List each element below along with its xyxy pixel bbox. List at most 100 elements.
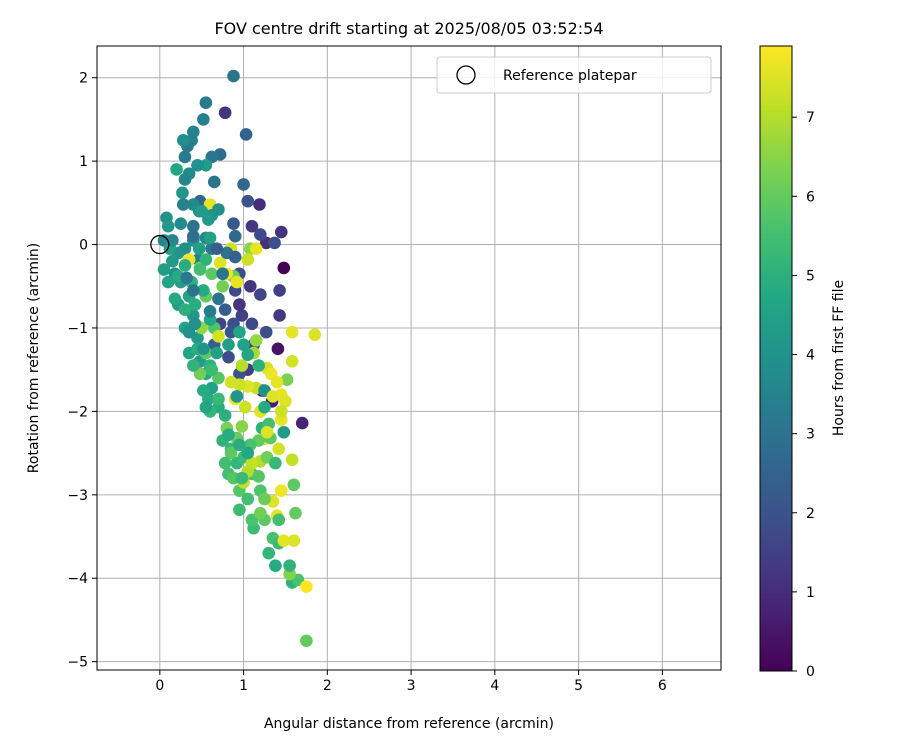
scatter-point — [187, 229, 200, 243]
scatter-point — [168, 292, 182, 306]
scatter-point — [266, 390, 280, 403]
scatter-point — [272, 442, 286, 456]
scatter-point — [188, 317, 202, 331]
colorbar-tick-label: 2 — [806, 506, 815, 522]
scatter-point — [187, 219, 200, 233]
scatter-point — [269, 559, 282, 573]
scatter-point — [191, 158, 204, 172]
scatter-point — [197, 113, 210, 126]
scatter-point — [195, 204, 208, 218]
scatter-point — [258, 492, 271, 506]
colorbar-tick-label: 1 — [806, 585, 815, 601]
scatter-point — [176, 198, 190, 211]
scatter-point — [269, 456, 282, 470]
scatter-point — [193, 263, 207, 276]
scatter-point — [238, 400, 252, 414]
scatter-point — [237, 178, 250, 191]
scatter-point — [235, 420, 249, 433]
scatter-point — [243, 279, 257, 293]
scatter-point — [241, 194, 255, 208]
scatter-point — [207, 175, 221, 189]
scatter-point — [216, 267, 229, 281]
scatter-point — [187, 359, 200, 372]
scatter-point — [199, 400, 213, 414]
scatter-point — [260, 425, 274, 439]
x-tick-label: 3 — [407, 678, 416, 694]
scatter-point — [197, 342, 210, 356]
scatter-point — [230, 390, 244, 403]
scatter-point — [222, 338, 235, 351]
colorbar-ticks: 0 1 2 3 4 5 6 7 — [792, 110, 815, 680]
scatter-point — [273, 309, 286, 322]
scatter-point — [254, 506, 267, 520]
scatter-point — [287, 534, 301, 547]
scatter-point — [161, 275, 175, 289]
reference-marker — [150, 234, 170, 255]
reference-platepar-point — [150, 234, 170, 255]
scatter-point — [216, 279, 229, 293]
x-tick-label: 6 — [658, 678, 667, 694]
scatter-point — [192, 242, 206, 256]
y-tick-label: −1 — [67, 321, 88, 337]
scatter-point — [253, 198, 266, 211]
scatter-point — [233, 325, 246, 339]
scatter-point — [199, 253, 213, 266]
x-axis-ticks: 0 1 2 3 4 5 6 — [155, 670, 667, 694]
colorbar-tick-label: 4 — [806, 348, 815, 364]
scatter-point — [227, 69, 240, 83]
scatter-point — [205, 363, 219, 376]
scatter-point — [289, 506, 302, 520]
scatter-point — [308, 328, 322, 341]
scatter-point — [274, 484, 288, 497]
scatter-point — [277, 534, 291, 547]
scatter-point — [197, 284, 210, 297]
colorbar-tick-label: 3 — [806, 427, 815, 443]
plot-frame — [96, 45, 722, 671]
scatter-point — [258, 400, 271, 414]
scatter-point — [178, 259, 192, 272]
scatter-point — [176, 186, 189, 200]
scatter-point — [210, 242, 224, 256]
x-tick-label: 2 — [323, 678, 332, 694]
colorbar-tick-label: 5 — [806, 268, 815, 284]
legend-entry-reference: Reference platepar — [503, 68, 637, 84]
scatter-point — [245, 219, 259, 233]
scatter-point — [241, 348, 255, 361]
scatter-point — [285, 355, 299, 368]
scatter-point — [262, 546, 276, 560]
scatter-point — [272, 513, 286, 527]
scatter-point — [279, 395, 292, 408]
scatter-point — [300, 580, 313, 593]
scatter-point — [270, 375, 284, 389]
scatter-point — [252, 470, 265, 483]
colorbar-label: Hours from first FF file — [831, 280, 847, 436]
y-axis-label: Rotation from reference (arcmin) — [26, 243, 42, 473]
y-axis-ticks: −5 −4 −3 −2 −1 0 1 2 — [67, 71, 97, 671]
scatter-point — [227, 217, 240, 230]
scatter-point — [166, 254, 179, 268]
scatter-point — [212, 292, 225, 306]
scatter-point — [218, 106, 232, 120]
scatter-point — [203, 231, 217, 245]
scatter-point — [222, 350, 235, 364]
scatter-point — [203, 304, 217, 318]
x-tick-label: 4 — [490, 678, 499, 694]
scatter-point — [233, 438, 246, 452]
scatter-point — [252, 359, 265, 372]
scatter-point — [222, 428, 235, 442]
scatter-point — [178, 173, 192, 186]
scatter-point — [285, 325, 299, 339]
legend-reference-marker — [456, 65, 476, 85]
scatter-point — [283, 559, 296, 573]
scatter-point — [249, 242, 263, 256]
y-tick-label: 1 — [79, 154, 88, 170]
scatter-point — [254, 228, 267, 241]
scatter-point — [161, 219, 175, 233]
colorbar-tick-label: 0 — [806, 664, 815, 680]
scatter-points — [157, 69, 322, 648]
chart-title: FOV centre drift starting at 2025/08/05 … — [214, 19, 603, 38]
scatter-point — [224, 375, 238, 389]
scatter-point — [245, 513, 259, 527]
scatter-point — [285, 453, 299, 467]
scatter-point — [199, 96, 213, 110]
